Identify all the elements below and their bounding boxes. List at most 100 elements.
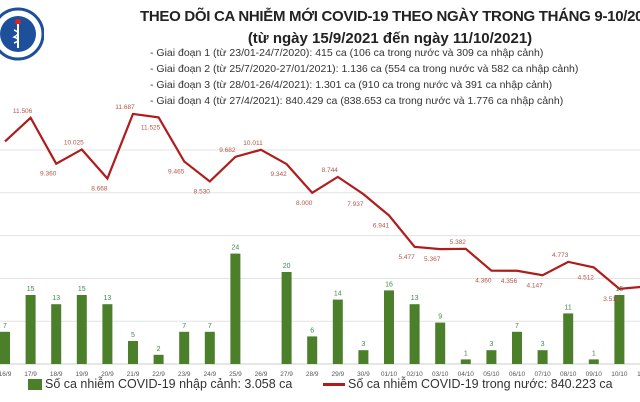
bar xyxy=(25,295,36,364)
line-value-label: 9.342 xyxy=(270,171,287,178)
x-tick-label: 04/10 xyxy=(458,371,475,378)
line-value-label: 7.937 xyxy=(347,201,364,208)
x-tick-label: 28/9 xyxy=(306,371,319,378)
bar xyxy=(409,304,420,364)
bar xyxy=(460,359,471,364)
x-tick-label: 17/9 xyxy=(24,371,37,378)
bar xyxy=(563,313,574,364)
line-value-label: 4.147 xyxy=(526,282,543,289)
x-tick-label: 23/9 xyxy=(178,371,191,378)
bar-value-label: 5 xyxy=(131,332,135,339)
bar-value-label: 13 xyxy=(411,295,419,302)
line-value-label: 5.382 xyxy=(450,239,467,246)
bar-value-label: 9 xyxy=(438,314,442,321)
x-tick-label: 06/10 xyxy=(509,371,526,378)
line-value-label: 8.668 xyxy=(91,186,108,193)
line-value-label: 11.687 xyxy=(115,104,135,111)
legend-bar-label: Số ca nhiễm COVID-19 nhập cảnh: 3.058 ca xyxy=(45,377,293,391)
bar xyxy=(128,341,138,364)
bar xyxy=(332,299,343,364)
x-tick-label: 30/9 xyxy=(357,371,370,378)
bar-value-label: 7 xyxy=(182,323,186,330)
bar-value-label: 3 xyxy=(489,341,493,348)
bar-value-label: 13 xyxy=(52,295,60,302)
bar-value-label: 15 xyxy=(78,286,86,293)
bar xyxy=(230,253,241,364)
bar xyxy=(588,359,599,364)
x-tick-label: 21/9 xyxy=(127,371,140,378)
bar-value-label: 11 xyxy=(565,304,572,311)
chart-subtitle: (từ ngày 15/9/2021 đến ngày 11/10/2021) xyxy=(247,30,533,47)
bar xyxy=(512,331,522,364)
x-tick-label: 02/10 xyxy=(406,371,423,378)
x-tick-label: 27/9 xyxy=(280,371,293,378)
x-tick-label: 09/10 xyxy=(586,371,603,378)
x-tick-label: 18/9 xyxy=(50,371,63,378)
bar xyxy=(307,336,318,364)
x-tick-label: 10/10 xyxy=(611,371,628,378)
phase-2-text: - Giai đoạn 2 (từ 25/7/2020-27/01/2021):… xyxy=(150,63,579,75)
line-value-label: 11.525 xyxy=(141,124,161,131)
bar-value-label: 7 xyxy=(3,323,7,330)
x-tick-label: 03/10 xyxy=(432,371,449,378)
bar-value-label: 15 xyxy=(27,286,35,293)
x-tick-label: 11/10 xyxy=(637,371,640,378)
phase-3-text: - Giai đoạn 3 (từ 28/01-26/4/2021): 1.30… xyxy=(150,79,553,91)
line-value-label: 3.513 xyxy=(603,296,620,303)
bar xyxy=(281,272,292,364)
line-series xyxy=(4,112,640,290)
line-value-label: 8.744 xyxy=(322,167,339,174)
line-value-label: 6.941 xyxy=(373,222,390,229)
phase-4-text: - Giai đoạn 4 (từ 27/4/2021): 840.429 ca… xyxy=(150,95,564,107)
bar-value-label: 1 xyxy=(464,350,468,357)
chart-title: THEO DÕI CA NHIỄM MỚI COVID-19 THEO NGÀY… xyxy=(140,8,640,25)
bar-value-label: 1 xyxy=(592,350,596,357)
bar xyxy=(384,290,394,364)
bar xyxy=(102,304,113,364)
line-value-label: 11.506 xyxy=(13,108,33,115)
line-value-label: 8.000 xyxy=(296,200,313,207)
bar xyxy=(51,304,62,364)
bar xyxy=(358,350,369,364)
bar-value-label: 24 xyxy=(232,245,240,252)
x-tick-label: 20/9 xyxy=(101,371,114,378)
bar xyxy=(179,331,190,364)
line-value-label: 8.530 xyxy=(194,188,211,195)
bar xyxy=(0,331,10,364)
line-value-label: 4.356 xyxy=(501,278,518,285)
bar-value-label: 2 xyxy=(157,346,161,353)
x-tick-label: 29/9 xyxy=(331,371,344,378)
x-tick-label: 25/9 xyxy=(229,371,242,378)
line-value-label: 4.360 xyxy=(475,278,492,285)
x-tick-label: 16/9 xyxy=(0,371,12,378)
line-value-label: 4.773 xyxy=(552,252,569,259)
x-tick-label: 19/9 xyxy=(75,371,88,378)
line-value-label: 4.512 xyxy=(578,274,595,281)
phase-1-text: - Giai đoạn 1 (từ 23/01-24/7/2020): 415 … xyxy=(150,47,544,59)
x-tick-label: 08/10 xyxy=(560,371,577,378)
bar-value-label: 3 xyxy=(361,341,365,348)
bar-value-label: 14 xyxy=(334,291,342,298)
legend-bar: Số ca nhiễm COVID-19 nhập cảnh: 3.058 ca xyxy=(28,377,292,391)
bar xyxy=(204,331,215,364)
bar xyxy=(153,354,164,364)
bar-value-label: 7 xyxy=(515,323,519,330)
bar-value-label: 7 xyxy=(208,323,212,330)
ministry-of-health-logo xyxy=(0,6,45,67)
x-tick-label: 22/9 xyxy=(152,371,165,378)
line-value-label: 5.367 xyxy=(424,256,441,263)
line-value-label: 9.360 xyxy=(40,171,57,178)
legend-bar-swatch xyxy=(28,378,42,390)
line-value-label: 9.465 xyxy=(168,168,185,175)
bar-value-label: 6 xyxy=(310,327,314,334)
line-value-label: 10.025 xyxy=(64,139,84,146)
line-value-label: 5.477 xyxy=(398,254,415,261)
bar-value-label: 3 xyxy=(541,341,545,348)
x-tick-label: 05/10 xyxy=(483,371,500,378)
x-tick-label: 24/9 xyxy=(203,371,216,378)
legend-line: Số ca nhiễm COVID-19 trong nước: 840.223… xyxy=(323,377,613,391)
bar-value-label: 13 xyxy=(104,295,112,302)
line-value-label: 9.682 xyxy=(219,147,236,154)
line-value-label: 10.011 xyxy=(243,140,263,147)
